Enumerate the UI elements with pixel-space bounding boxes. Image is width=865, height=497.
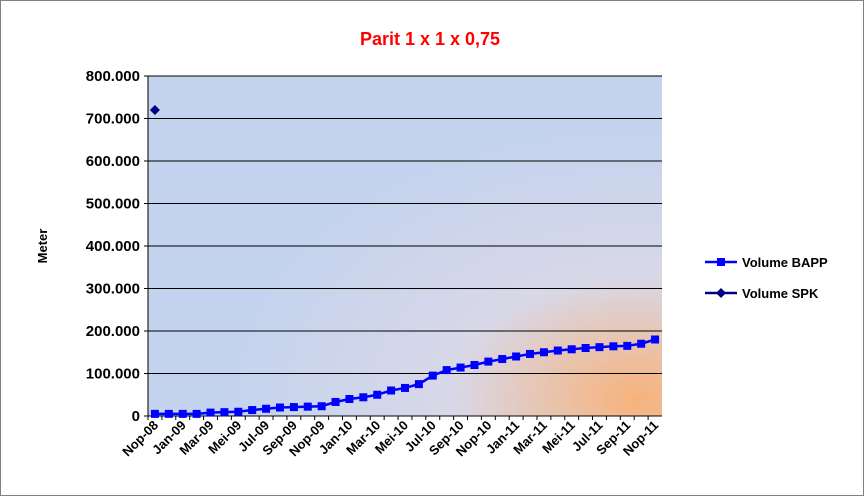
- point: [262, 404, 271, 413]
- y-tick-label: 400.000: [86, 238, 140, 255]
- point: [303, 402, 312, 411]
- point: [220, 408, 229, 417]
- point: [289, 403, 298, 412]
- y-tick-label: 700.000: [86, 111, 140, 128]
- legend-marker: [716, 288, 726, 298]
- legend-label: Volume BAPP: [742, 255, 828, 270]
- point: [192, 409, 201, 418]
- point: [150, 409, 159, 418]
- point: [164, 409, 173, 418]
- point: [609, 342, 618, 351]
- point: [512, 352, 521, 361]
- y-tick-label: 800.000: [86, 68, 140, 85]
- point: [526, 349, 535, 358]
- point: [470, 361, 479, 369]
- point: [623, 341, 632, 350]
- legend-marker: [717, 258, 725, 266]
- point: [414, 380, 423, 389]
- y-tick-label: 600.000: [86, 153, 140, 170]
- point: [248, 406, 257, 415]
- point: [275, 403, 284, 412]
- point: [498, 355, 507, 364]
- point: [651, 335, 660, 344]
- y-tick-label: 200.000: [86, 323, 140, 340]
- point: [539, 348, 548, 357]
- point: [553, 346, 562, 355]
- point: [359, 393, 368, 402]
- point: [345, 395, 354, 403]
- point: [442, 366, 451, 375]
- point: [581, 344, 590, 352]
- chart-title: Parit 1 x 1 x 0,75: [360, 29, 500, 49]
- point: [387, 386, 396, 395]
- point: [595, 343, 604, 352]
- point: [331, 397, 340, 406]
- point: [484, 357, 493, 366]
- point: [637, 339, 646, 348]
- y-tick-label: 100.000: [86, 366, 140, 383]
- point: [456, 363, 465, 372]
- legend-label: Volume SPK: [742, 286, 819, 301]
- point: [149, 105, 160, 115]
- y-tick-label: 300.000: [86, 281, 140, 298]
- point: [428, 371, 437, 380]
- point: [178, 409, 187, 418]
- y-tick-label: 500.000: [86, 196, 140, 213]
- point: [317, 402, 326, 411]
- point: [373, 390, 382, 399]
- point: [567, 345, 576, 354]
- point: [234, 407, 243, 416]
- point: [206, 408, 215, 417]
- y-axis-label: Meter: [35, 229, 50, 264]
- y-tick-label: 0: [132, 408, 140, 425]
- point: [401, 383, 409, 392]
